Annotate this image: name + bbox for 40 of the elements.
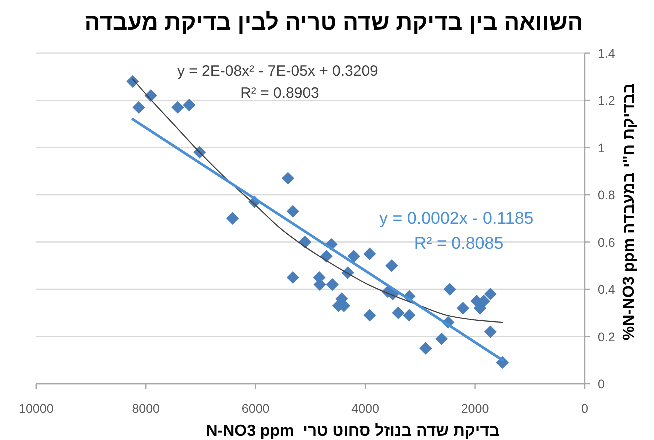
y-tick-label: 0.8 (598, 188, 616, 203)
y-axis-title: %N-NO3 ppm בבדיקת ח"י במעבדה (621, 83, 638, 341)
point (364, 248, 376, 260)
y-tick-label: 0.6 (598, 236, 616, 250)
point (386, 260, 398, 272)
point (286, 205, 300, 218)
point (403, 309, 416, 322)
point (474, 302, 487, 315)
point (183, 98, 196, 112)
point (226, 212, 240, 225)
point (392, 306, 405, 320)
point (444, 283, 456, 296)
point (484, 326, 497, 338)
y-tick-label: 0.4 (598, 283, 616, 298)
point (348, 250, 360, 263)
x-tick-label: 4000 (352, 402, 380, 416)
chart-title: השוואה בין בדיקת שדה טריה לבין בדיקת מעבדה (84, 9, 584, 35)
y-tick-label: 1.4 (598, 46, 616, 61)
x-tick-label: 8000 (132, 402, 160, 416)
point (456, 302, 470, 315)
point (436, 332, 448, 346)
point (286, 271, 300, 284)
series-label: y = 2E-08x² - 7E-05x + 0.3209 R² = 0.8903 (177, 63, 378, 102)
point (132, 101, 146, 114)
x-tick-label: 10000 (19, 402, 54, 416)
point (172, 101, 184, 114)
point (420, 342, 432, 355)
x-tick-label: 0 (582, 402, 589, 416)
y-tick-label: 0 (598, 378, 605, 392)
x-tick-label: 6000 (242, 402, 270, 416)
point (484, 288, 497, 301)
y-tick-label: 0.2 (598, 330, 616, 344)
point (364, 309, 376, 322)
point (282, 172, 295, 185)
series-label: y = 0.0002x - 0.1185 R² = 0.8085 (380, 209, 534, 253)
point (326, 278, 339, 292)
x-axis-title: בדיקת שדה בנוזל סחוט טרי N-NO3 ppm (206, 422, 500, 440)
y-tick-label: 1.2 (598, 94, 616, 108)
x-tick-label: 2000 (461, 402, 490, 416)
y-tick-label: 1 (598, 141, 605, 156)
